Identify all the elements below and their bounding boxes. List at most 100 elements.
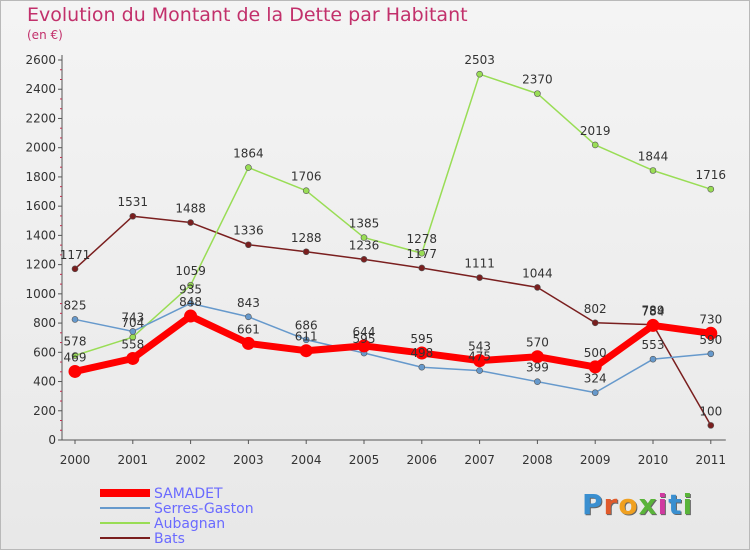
x-tick-label: 2002: [175, 453, 206, 467]
series-line-aubagnan: [74, 73, 712, 357]
data-point: [704, 326, 718, 340]
data-label: 661: [237, 322, 260, 336]
data-point: [476, 274, 483, 281]
data-point: [646, 318, 660, 332]
data-point: [71, 265, 79, 273]
data-label: 543: [468, 340, 491, 354]
data-point: [534, 90, 541, 97]
data-label: 1236: [349, 238, 380, 252]
logo-letter: i: [682, 488, 694, 521]
y-tick-label: 2000: [25, 141, 56, 155]
data-point: [245, 164, 252, 171]
x-tick-label: 2003: [233, 453, 264, 467]
y-tick-label: 1800: [25, 170, 56, 184]
data-label: 704: [121, 316, 144, 330]
data-label: 743: [121, 310, 144, 324]
data-point: [476, 367, 483, 374]
data-label: 1336: [233, 224, 264, 238]
data-point: [241, 336, 255, 350]
data-point: [418, 264, 426, 272]
logo-letter: o: [618, 488, 639, 521]
series-line-serres-gaston: [74, 302, 712, 394]
data-label: 686: [295, 319, 318, 333]
chart-title: Evolution du Montant de la Dette par Hab…: [27, 4, 468, 26]
series-line-bats: [74, 215, 712, 427]
y-tick-label: 600: [33, 345, 56, 359]
data-point: [184, 309, 198, 323]
data-point: [360, 256, 368, 263]
data-point: [649, 355, 657, 363]
data-point: [530, 350, 544, 364]
x-tick-label: 2005: [349, 453, 380, 467]
y-tick-label: 1600: [25, 199, 56, 213]
data-label: 2019: [580, 124, 611, 138]
y-tick-label: 0: [48, 433, 56, 447]
data-label: 100: [699, 404, 722, 418]
data-label: 784: [642, 304, 665, 318]
logo-letter: P: [582, 488, 604, 521]
data-label: 802: [584, 302, 607, 316]
y-tick-label: 800: [33, 316, 56, 330]
data-label: 553: [642, 338, 665, 352]
data-point: [591, 389, 599, 396]
y-tick-label: 2200: [25, 111, 56, 125]
legend-label: Aubagnan: [154, 516, 225, 532]
y-tick-label: 1200: [25, 258, 56, 272]
data-label: 2503: [464, 53, 495, 67]
data-point: [302, 187, 310, 194]
data-point: [68, 364, 82, 378]
data-label: 469: [64, 350, 87, 364]
x-tick-label: 2004: [291, 453, 322, 467]
data-label: 1111: [464, 257, 495, 271]
data-point: [245, 241, 252, 249]
data-point: [591, 141, 599, 149]
data-label: 611: [295, 330, 318, 344]
x-tick-label: 2011: [696, 453, 727, 467]
data-label: 475: [468, 350, 491, 364]
y-tick-label: 1400: [25, 228, 56, 242]
data-point: [357, 339, 371, 353]
data-point: [588, 360, 602, 374]
data-label: 570: [526, 336, 549, 350]
data-point: [418, 249, 426, 257]
data-point: [71, 352, 79, 359]
legend-label: Serres-Gaston: [154, 501, 254, 517]
data-label: 843: [237, 296, 260, 310]
data-point: [707, 350, 715, 358]
data-label: 500: [584, 346, 607, 360]
data-label: 1288: [291, 231, 322, 245]
data-label: 1706: [291, 170, 322, 184]
y-tick-label: 2400: [25, 82, 56, 96]
data-label: 935: [179, 282, 202, 296]
data-label: 789: [642, 304, 665, 318]
data-label: 1059: [175, 264, 206, 278]
data-label: 1716: [696, 168, 727, 182]
data-label: 558: [121, 337, 144, 351]
data-point: [129, 328, 137, 335]
data-point: [649, 167, 657, 174]
data-label: 1278: [407, 232, 438, 246]
data-point: [187, 219, 194, 226]
proxiti-logo: Proxiti: [582, 488, 693, 521]
data-point: [299, 344, 313, 358]
x-tick-label: 2009: [580, 453, 611, 467]
logo-letter: i: [657, 488, 669, 521]
data-label: 399: [526, 361, 549, 375]
data-label: 848: [179, 295, 202, 309]
data-label: 498: [410, 346, 433, 360]
logo-letter: r: [603, 488, 619, 521]
data-point: [302, 248, 310, 256]
x-tick-label: 2000: [60, 453, 91, 467]
y-tick-label: 400: [33, 375, 56, 389]
data-point: [473, 354, 487, 368]
data-label: 825: [64, 298, 87, 312]
y-tick-label: 1000: [25, 287, 56, 301]
x-tick-label: 2008: [522, 453, 553, 467]
data-point: [360, 234, 368, 241]
data-point: [302, 336, 310, 344]
data-label: 578: [64, 335, 87, 349]
x-tick-label: 2010: [638, 453, 669, 467]
logo-letter: t: [668, 488, 683, 521]
